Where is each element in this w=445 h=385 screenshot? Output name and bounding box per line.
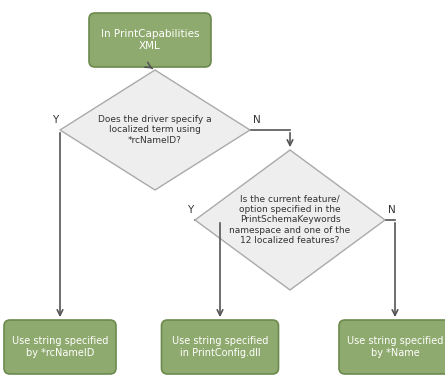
Text: Does the driver specify a
localized term using
*rcNameID?: Does the driver specify a localized term… xyxy=(98,115,212,145)
Text: N: N xyxy=(253,115,261,125)
Polygon shape xyxy=(60,70,250,190)
Text: Y: Y xyxy=(52,115,58,125)
FancyBboxPatch shape xyxy=(89,13,211,67)
Text: Is the current feature/
option specified in the
PrintSchemaKeywords
namespace an: Is the current feature/ option specified… xyxy=(229,195,351,245)
Text: Use string specified
by *Name: Use string specified by *Name xyxy=(347,336,443,358)
FancyBboxPatch shape xyxy=(4,320,116,374)
Text: Use string specified
in PrintConfig.dll: Use string specified in PrintConfig.dll xyxy=(172,336,268,358)
FancyBboxPatch shape xyxy=(162,320,279,374)
FancyBboxPatch shape xyxy=(339,320,445,374)
Text: In PrintCapabilities
XML: In PrintCapabilities XML xyxy=(101,29,199,51)
Polygon shape xyxy=(195,150,385,290)
Text: N: N xyxy=(388,205,396,215)
Text: Use string specified
by *rcNameID: Use string specified by *rcNameID xyxy=(12,336,108,358)
Text: Y: Y xyxy=(187,205,193,215)
